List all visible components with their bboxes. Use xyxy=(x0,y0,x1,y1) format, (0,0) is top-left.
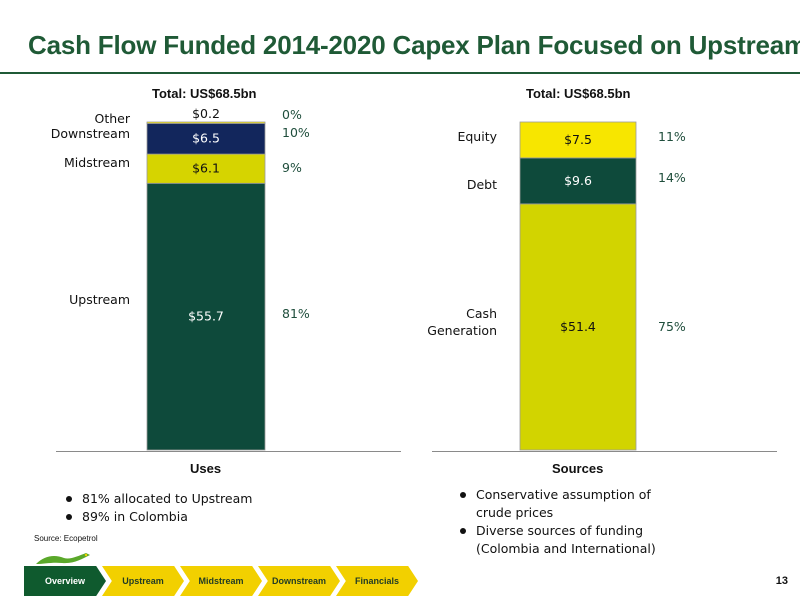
page-number: 13 xyxy=(775,575,788,587)
category-label-debt: Debt xyxy=(467,177,497,192)
uses-axis-label: Uses xyxy=(190,461,222,476)
uses-bullets: 81% allocated to Upstream 89% in Colombi… xyxy=(62,490,322,526)
percent-label-upstream: 81% xyxy=(282,306,310,321)
value-label-upstream: $55.7 xyxy=(188,309,224,324)
value-label-downstream: $6.5 xyxy=(192,131,220,146)
bar-segment-midstream xyxy=(146,153,266,184)
nav-upstream[interactable]: Upstream xyxy=(102,566,184,596)
category-label-downstream: Downstream xyxy=(51,126,130,141)
value-label-other: $0.2 xyxy=(192,106,220,121)
bar-segment-upstream xyxy=(146,182,266,451)
section-nav: Overview Upstream Midstream Downstream F… xyxy=(24,566,420,596)
percent-label-downstream: 10% xyxy=(282,125,310,140)
bar-segment-debt xyxy=(519,157,637,205)
uses-total-label: Total: US$68.5bn xyxy=(152,86,257,101)
page-title: Cash Flow Funded 2014-2020 Capex Plan Fo… xyxy=(28,30,800,60)
bar-segment-downstream xyxy=(146,122,266,155)
nav-downstream[interactable]: Downstream xyxy=(258,566,340,596)
bar-segment-other xyxy=(146,121,266,124)
nav-overview[interactable]: Overview xyxy=(24,566,106,596)
percent-label-other: 0% xyxy=(282,107,302,122)
value-label-midstream: $6.1 xyxy=(192,161,220,176)
sources-chart: $51.4 Cash Generation 75% $9.6 Debt 14% $7.5 Equ… xyxy=(427,121,686,451)
sources-bullet: Conservative assumption of crude prices xyxy=(456,486,686,522)
bar-segment-equity xyxy=(519,121,637,159)
sources-axis-label: Sources xyxy=(552,461,604,476)
sources-bullet: Diverse sources of funding (Colombia and… xyxy=(456,522,686,558)
sources-total-label: Total: US$68.5bn xyxy=(526,86,631,101)
category-label-equity: Equity xyxy=(457,129,497,144)
sources-bullets: Conservative assumption of crude prices … xyxy=(456,486,686,558)
sources-axis-line xyxy=(432,451,777,452)
title-divider xyxy=(0,72,800,74)
uses-axis-line xyxy=(56,451,401,452)
category-label-upstream: Upstream xyxy=(69,292,130,307)
percent-label-equity: 11% xyxy=(658,129,686,144)
uses-bullet: 89% in Colombia xyxy=(62,508,322,526)
percent-label-midstream: 9% xyxy=(282,160,302,175)
uses-bullet: 81% allocated to Upstream xyxy=(62,490,322,508)
percent-label-debt: 14% xyxy=(658,170,686,185)
category-label-midstream: Midstream xyxy=(64,155,130,170)
bar-segment-cash-generation xyxy=(519,203,637,451)
value-label-debt: $9.6 xyxy=(564,173,592,188)
value-label-cash-generation: $51.4 xyxy=(560,319,596,334)
percent-label-cash-generation: 75% xyxy=(658,319,686,334)
category-label-other: Other xyxy=(95,111,131,126)
uses-chart: $55.7 Upstream 81% $6.1 Midstream 9% $6.5 Downs… xyxy=(51,106,310,451)
nav-midstream[interactable]: Midstream xyxy=(180,566,262,596)
category-label-cash-generation: Cash Generation xyxy=(427,306,497,338)
iguana-logo-icon xyxy=(36,553,90,564)
nav-financials[interactable]: Financials xyxy=(336,566,418,596)
value-label-equity: $7.5 xyxy=(564,132,592,147)
source-note: Source: Ecopetrol xyxy=(34,534,98,543)
